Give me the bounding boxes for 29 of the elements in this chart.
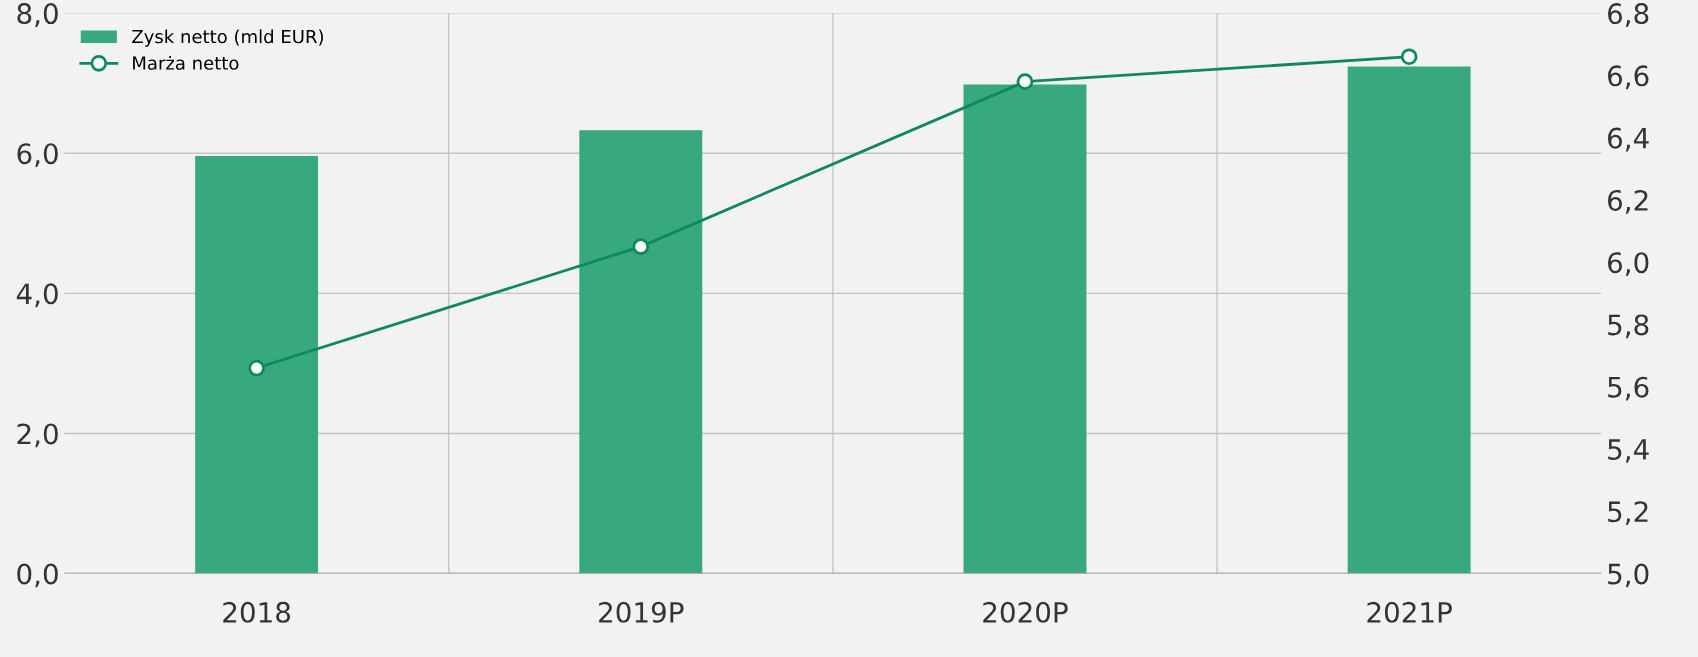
y-tick-label: 8,0 (17, 3, 58, 27)
bar (1347, 66, 1471, 574)
bar (195, 156, 319, 574)
x-tick-label: 2020P (983, 601, 1068, 623)
bar (579, 130, 703, 574)
point (1400, 48, 1418, 66)
y2-tick-label: 5,0 (1608, 563, 1649, 588)
legend-label: Zysk netto (mld EUR) (132, 29, 323, 47)
x-tick-label: 2019P (599, 601, 684, 623)
y-tick-label: 4,0 (16, 283, 58, 308)
y2-tick-label: 5,6 (1608, 376, 1649, 401)
y-tick-label: 2,0 (17, 423, 58, 448)
y2-tick-label: 5,8 (1608, 314, 1649, 339)
x-tick-label: 2018 (223, 601, 291, 623)
bar (963, 84, 1087, 574)
x-tick-label: 2021P (1367, 601, 1452, 623)
point (632, 238, 650, 255)
y2-tick-label: 6,8 (1608, 3, 1649, 27)
y2-tick-label: 5,4 (1608, 439, 1649, 463)
y2-tick-label: 5,2 (1608, 501, 1648, 526)
y-tick-label: 6,0 (17, 143, 58, 168)
y2-tick-label: 6,0 (1608, 252, 1649, 276)
point (1016, 73, 1034, 90)
y2-tick-label: 6,4 (1608, 127, 1649, 152)
y2-tick-label: 6,2 (1608, 189, 1648, 214)
legend-label: Marża netto (133, 55, 239, 70)
point (248, 359, 265, 377)
y2-tick-label: 6,6 (1608, 65, 1649, 90)
y-tick-label: 0,0 (17, 563, 58, 588)
